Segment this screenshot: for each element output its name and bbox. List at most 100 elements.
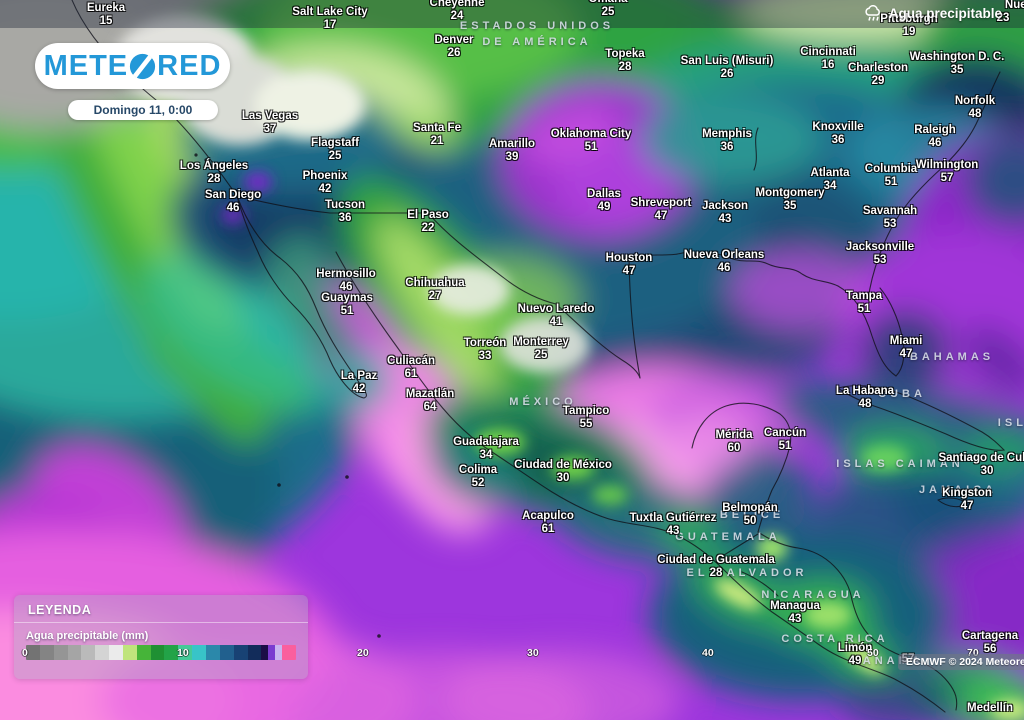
city-label[interactable]: Cancún 51 xyxy=(764,427,806,452)
city-name: Santiago de Cuba xyxy=(938,452,1024,464)
city-label[interactable]: Guadalajara 34 xyxy=(453,436,519,461)
city-label[interactable]: Cheyenne 24 xyxy=(430,0,485,22)
meteored-logo[interactable]: METE RED xyxy=(35,43,230,89)
city-name: Nueva York xyxy=(1004,0,1024,11)
city-name: La Habana xyxy=(835,385,895,397)
city-label[interactable]: La Habana 48 xyxy=(836,385,894,410)
city-label[interactable]: Los Ángeles 28 xyxy=(180,160,248,185)
city-value: 26 xyxy=(447,47,461,59)
city-value: 47 xyxy=(654,210,668,222)
city-label[interactable]: Oklahoma City 51 xyxy=(551,128,632,153)
city-label[interactable]: Nuevo Laredo 41 xyxy=(518,303,595,328)
city-label[interactable]: Jacksonville 53 xyxy=(846,241,914,266)
city-label[interactable]: Denver 26 xyxy=(435,34,474,59)
city-name: Phoenix xyxy=(302,170,348,182)
city-label[interactable]: Mazatlán 64 xyxy=(406,388,455,413)
city-name: Medellín xyxy=(966,702,1014,714)
city-label[interactable]: Tampico 55 xyxy=(563,405,609,430)
city-name: Eureka xyxy=(86,2,126,14)
city-label[interactable]: Columbia 51 xyxy=(865,163,917,188)
city-label[interactable]: San Luis (Misuri) 26 xyxy=(681,55,774,80)
city-label[interactable]: Ciudad de México 30 xyxy=(514,459,612,484)
city-label[interactable]: Knoxville 36 xyxy=(812,121,863,146)
city-value: 64 xyxy=(423,401,437,413)
city-label[interactable]: Kingston 47 xyxy=(942,487,992,512)
city-label[interactable]: Shreveport 47 xyxy=(631,197,692,222)
city-label[interactable]: Belmopán 50 xyxy=(722,502,778,527)
city-label[interactable]: Topeka 28 xyxy=(605,48,644,73)
city-label[interactable]: Dallas 49 xyxy=(587,188,621,213)
city-label[interactable]: Guaymas 51 xyxy=(321,292,373,317)
city-label[interactable]: Culiacán 61 xyxy=(387,355,435,380)
city-label[interactable]: Flagstaff 25 xyxy=(311,137,359,162)
city-label[interactable]: Santiago de Cuba30 xyxy=(938,452,1024,477)
city-label[interactable]: Limón 49 xyxy=(838,642,873,667)
city-label[interactable]: Medellín xyxy=(967,702,1013,714)
city-label[interactable]: Tuxtla Gutiérrez 43 xyxy=(630,512,717,537)
timestamp-pill[interactable]: Domingo 11, 0:00 xyxy=(68,100,218,120)
city-label[interactable]: San Diego 46 xyxy=(205,189,261,214)
city-value: 56 xyxy=(983,643,997,655)
city-label[interactable]: Ciudad de Guatemala 28 xyxy=(657,554,775,579)
city-value: 25 xyxy=(601,6,615,18)
country-label: ESTADOS UNIDOS xyxy=(459,20,615,32)
city-name: Guaymas xyxy=(321,292,373,304)
city-label[interactable]: Raleigh 46 xyxy=(914,124,956,149)
city-value: 27 xyxy=(428,290,442,302)
city-value: 47 xyxy=(960,500,974,512)
city-label[interactable]: Acapulco 61 xyxy=(522,510,574,535)
city-name: Nuevo Laredo xyxy=(517,303,595,315)
city-name: Guadalajara xyxy=(453,436,519,448)
city-value: 43 xyxy=(788,613,802,625)
city-label[interactable]: Colima 52 xyxy=(459,464,497,489)
city-label[interactable]: Omaha25 xyxy=(589,0,628,18)
city-value: 50 xyxy=(743,515,757,527)
city-label[interactable]: Nueva York23 xyxy=(997,0,1024,24)
city-label[interactable]: Atlanta 34 xyxy=(811,167,850,192)
city-label[interactable]: Miami 47 xyxy=(890,335,923,360)
city-value: 43 xyxy=(718,213,732,225)
city-label[interactable]: Phoenix 42 xyxy=(303,170,348,195)
city-label[interactable]: Chihuahua 27 xyxy=(405,277,464,302)
city-value: 26 xyxy=(720,68,734,80)
city-label[interactable]: Salt Lake City 17 xyxy=(292,6,367,31)
city-label[interactable]: Washington D. C. 35 xyxy=(910,51,1005,76)
city-label[interactable]: Memphis 36 xyxy=(702,128,752,153)
city-label[interactable]: Tucson 36 xyxy=(325,199,365,224)
city-value: 36 xyxy=(338,212,352,224)
legend-color-segment xyxy=(136,645,151,660)
city-label[interactable]: Montgomery 35 xyxy=(756,187,825,212)
city-label[interactable]: Santa Fe 21 xyxy=(413,122,461,147)
country-label: NICARAGUA xyxy=(761,589,865,601)
city-name: Topeka xyxy=(605,48,645,60)
city-label[interactable]: Amarillo 39 xyxy=(489,138,535,163)
city-label[interactable]: Tampa 51 xyxy=(846,290,882,315)
city-name: Tampa xyxy=(845,290,883,302)
city-label[interactable]: Jackson 43 xyxy=(702,200,748,225)
city-label[interactable]: Nueva Orleans 46 xyxy=(684,249,765,274)
city-label[interactable]: Managua 43 xyxy=(770,600,820,625)
city-value: 29 xyxy=(871,75,885,87)
city-label[interactable]: Mérida 60 xyxy=(715,429,752,454)
city-name: Shreveport xyxy=(630,197,692,209)
city-value: 48 xyxy=(968,108,982,120)
city-label[interactable]: Cincinnati 16 xyxy=(800,46,856,71)
city-value: 36 xyxy=(720,141,734,153)
city-label[interactable]: Pittsburgh 19 xyxy=(880,13,938,38)
city-label[interactable]: Norfolk 48 xyxy=(955,95,995,120)
city-label[interactable]: Torreón 33 xyxy=(464,337,507,362)
city-name: Atlanta xyxy=(810,167,850,179)
city-label[interactable]: Houston 47 xyxy=(606,252,653,277)
city-label[interactable]: Savannah 53 xyxy=(863,205,917,230)
city-label[interactable]: Monterrey 25 xyxy=(513,336,569,361)
city-label[interactable]: Las Vegas 37 xyxy=(242,110,298,135)
city-label[interactable]: Hermosillo 46 xyxy=(316,268,375,293)
city-label[interactable]: Wilmington 57 xyxy=(916,159,979,184)
city-label[interactable]: La Paz 42 xyxy=(341,370,377,395)
legend-color-scale[interactable] xyxy=(26,645,296,660)
city-label[interactable]: Charleston 29 xyxy=(848,62,908,87)
city-label[interactable]: Cartagena 56 xyxy=(962,630,1018,655)
city-label[interactable]: El Paso 22 xyxy=(407,209,449,234)
city-label[interactable]: Eureka 15 xyxy=(87,2,125,27)
